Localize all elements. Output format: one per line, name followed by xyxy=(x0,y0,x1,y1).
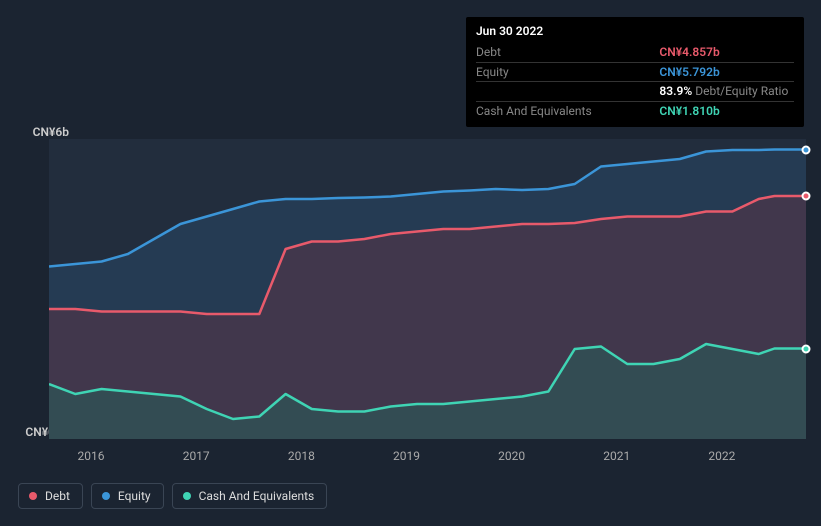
tooltip-row: DebtCN¥4.857b xyxy=(476,43,794,62)
tooltip-row: Cash And EquivalentsCN¥1.810b xyxy=(476,102,794,121)
tooltip-panel: Jun 30 2022 DebtCN¥4.857bEquityCN¥5.792b… xyxy=(466,17,804,127)
tooltip-row-value: CN¥5.792b xyxy=(659,62,794,82)
tooltip-row-label: Debt xyxy=(476,43,659,62)
legend-item[interactable]: Cash And Equivalents xyxy=(172,483,328,509)
x-tick-label: 2017 xyxy=(183,449,210,463)
legend-item-label: Debt xyxy=(45,489,70,503)
legend-dot-icon xyxy=(102,492,110,500)
tooltip-table: DebtCN¥4.857bEquityCN¥5.792b83.9% Debt/E… xyxy=(476,43,794,121)
area-chart xyxy=(49,139,806,439)
x-tick-label: 2021 xyxy=(603,449,630,463)
series-end-dot xyxy=(802,192,811,201)
tooltip-row: EquityCN¥5.792b xyxy=(476,62,794,82)
legend-item-label: Cash And Equivalents xyxy=(199,489,315,503)
series-end-dot xyxy=(802,344,811,353)
tooltip-date: Jun 30 2022 xyxy=(476,23,794,40)
tooltip-row-value: CN¥1.810b xyxy=(659,102,794,121)
y-axis-bottom-label: CN¥0 xyxy=(0,425,55,439)
tooltip-row-label xyxy=(476,82,659,102)
legend-item[interactable]: Equity xyxy=(91,483,164,509)
legend-dot-icon xyxy=(29,492,37,500)
tooltip-row: 83.9% Debt/Equity Ratio xyxy=(476,82,794,102)
legend: Debt Equity Cash And Equivalents xyxy=(18,483,327,509)
y-axis-top-label: CN¥6b xyxy=(0,125,69,139)
tooltip-row-value: 83.9% Debt/Equity Ratio xyxy=(659,82,794,102)
tooltip-row-label: Equity xyxy=(476,62,659,82)
x-tick-label: 2016 xyxy=(78,449,105,463)
legend-item[interactable]: Debt xyxy=(18,483,83,509)
legend-dot-icon xyxy=(183,492,191,500)
x-tick-label: 2020 xyxy=(498,449,525,463)
tooltip-row-label: Cash And Equivalents xyxy=(476,102,659,121)
x-tick-label: 2019 xyxy=(393,449,420,463)
legend-item-label: Equity xyxy=(118,489,151,503)
series-end-dot xyxy=(802,145,811,154)
tooltip-row-value: CN¥4.857b xyxy=(659,43,794,62)
x-tick-label: 2018 xyxy=(288,449,315,463)
x-tick-label: 2022 xyxy=(708,449,735,463)
